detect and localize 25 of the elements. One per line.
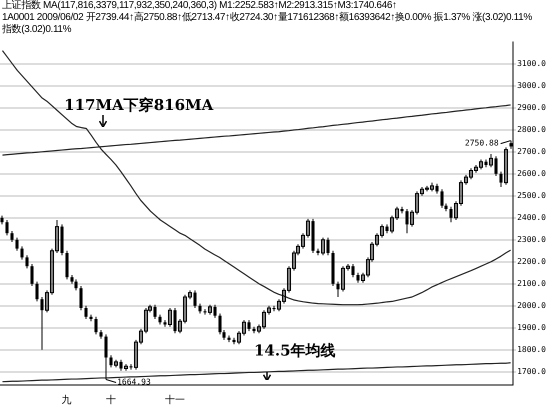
x-tick-label: 十 [106, 394, 116, 406]
annotation: 2750.88 [464, 138, 499, 148]
y-tick-label: 3100.0 [517, 58, 546, 68]
y-tick-label: 3000.0 [517, 80, 546, 90]
annotation: 117MA下穿816MA [64, 96, 214, 114]
x-tick-label: 九 [62, 394, 72, 406]
y-tick-label: 2700.0 [517, 146, 546, 156]
y-tick-label: 2900.0 [517, 102, 546, 112]
chart-subtitle: 1A0001 2009/06/02 开2739.44↑高2750.88↑低2713.47↑收2724.30↑量171612368↑额16393642↑换0.00% 振1.37% 涨(3.02)0.11% 指数(3.02)0.11% [1, 12, 533, 36]
y-tick-label: 2500.0 [517, 190, 546, 200]
y-tick-label: 2400.0 [517, 212, 546, 222]
annotation: 14.5年均线 [254, 341, 336, 360]
x-tick-label: 十一 [165, 394, 186, 406]
candlestick [504, 147, 508, 185]
y-tick-label: 2300.0 [517, 234, 546, 244]
y-tick-label: 1800.0 [517, 344, 546, 354]
y-tick-label: 2000.0 [517, 300, 546, 310]
y-tick-label: 2800.0 [517, 124, 546, 134]
y-tick-label: 1700.0 [517, 366, 546, 376]
chart-title: 上证指数 MA(117,816,3379,117,932,350,240,360,3) M1:2252.583↑M2:2913.315↑M3:1740.646↑ [1, 0, 398, 12]
y-tick-label: 2200.0 [517, 256, 546, 266]
y-tick-label: 1900.0 [517, 322, 546, 332]
y-tick-label: 2600.0 [517, 168, 546, 178]
annotation: 1664.93 [117, 378, 151, 387]
y-tick-label: 2100.0 [517, 278, 546, 288]
